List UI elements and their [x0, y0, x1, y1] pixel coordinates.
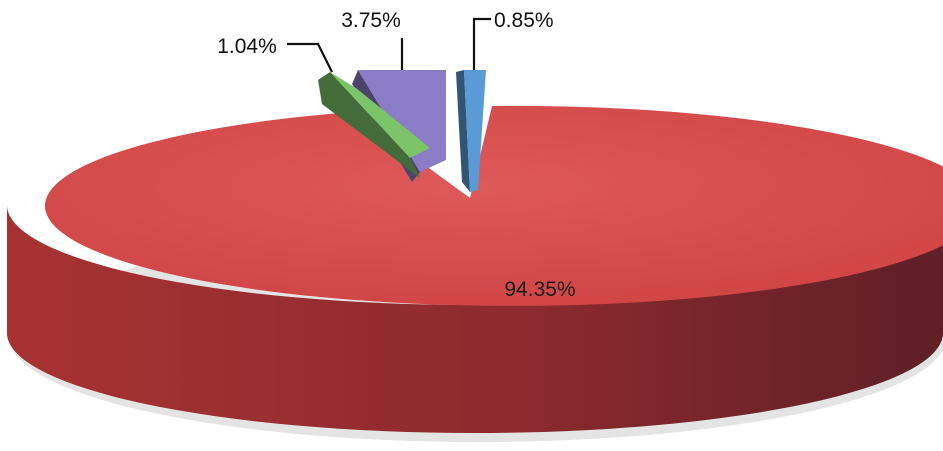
slice-0-85-side: [456, 70, 470, 192]
data-label: 3.75%: [341, 9, 401, 32]
slice-1-04: [330, 72, 430, 158]
slice-side-94-35: [7, 205, 943, 433]
data-label: 0.85%: [494, 9, 554, 32]
data-label: 1.04%: [217, 35, 277, 58]
leader-line: [287, 42, 333, 73]
leader-line: [472, 17, 491, 70]
slice-94-35: [44, 105, 943, 306]
slice-0-85: [464, 70, 486, 192]
data-label: 94.35%: [504, 278, 575, 301]
slice-1-04-side: [318, 72, 420, 178]
